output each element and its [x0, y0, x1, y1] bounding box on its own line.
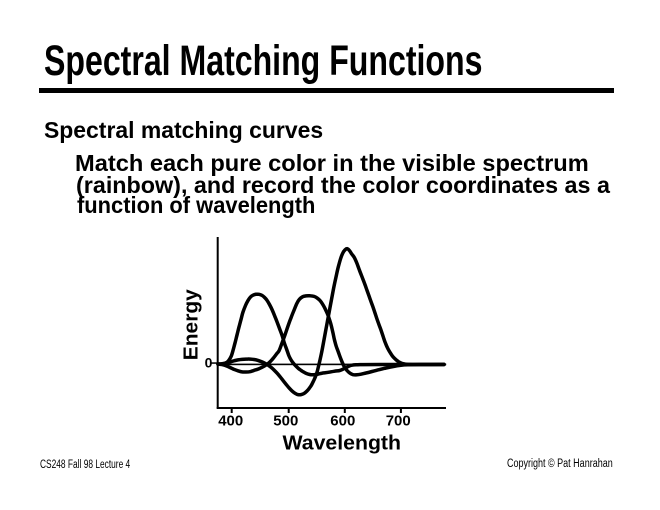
svg-text:600: 600: [330, 413, 355, 430]
svg-text:0: 0: [205, 354, 213, 370]
svg-text:400: 400: [218, 413, 243, 430]
svg-text:500: 500: [273, 413, 298, 430]
svg-text:700: 700: [386, 413, 411, 430]
svg-text:Wavelength: Wavelength: [283, 433, 402, 455]
svg-text:Energy: Energy: [180, 288, 202, 360]
